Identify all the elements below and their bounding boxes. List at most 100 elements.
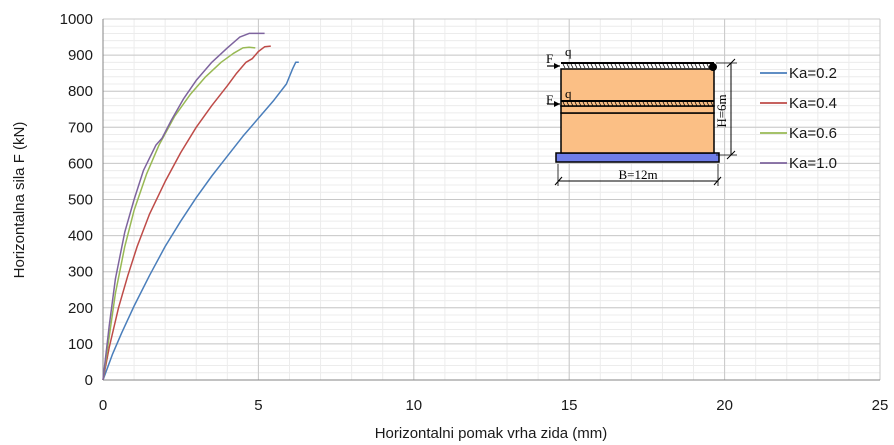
load-hatch-mark — [614, 101, 618, 107]
load-hatch-mark — [686, 101, 690, 107]
load-hatch-mark — [698, 101, 702, 107]
load-hatch-mark — [586, 101, 590, 107]
series-line-1 — [102, 61, 299, 381]
x-tick-label: 15 — [561, 397, 578, 414]
load-hatch-mark — [630, 101, 634, 107]
load-hatch-mark — [610, 101, 614, 107]
legend-label: Ka=1.0 — [789, 155, 837, 172]
width-label: B=12m — [618, 167, 657, 182]
load-hatch-mark — [666, 101, 670, 107]
load-hatch-mark — [662, 63, 666, 69]
plot-axes — [102, 19, 880, 381]
load-hatch-mark — [566, 63, 570, 69]
y-tick-label: 700 — [68, 119, 93, 136]
load-hatch-mark — [610, 63, 614, 69]
top-force-label: F — [546, 51, 553, 66]
load-hatch-mark — [658, 63, 662, 69]
mid-force-arrowhead — [554, 101, 560, 107]
load-hatch-mark — [582, 101, 586, 107]
load-hatch-mark — [602, 63, 606, 69]
load-hatch-mark — [574, 101, 578, 107]
load-hatch-mark — [570, 63, 574, 69]
y-tick-label: 200 — [68, 300, 93, 317]
height-label: H=6m — [714, 94, 729, 127]
x-axis-title: Horizontalni pomak vrha zida (mm) — [375, 425, 608, 442]
mid-load-label: q — [565, 86, 572, 101]
legend-label: Ka=0.4 — [789, 95, 837, 112]
load-hatch-mark — [694, 63, 698, 69]
load-hatch-mark — [678, 63, 682, 69]
y-axis-title: Horizontalna sila F (kN) — [11, 122, 28, 279]
legend-label: Ka=0.2 — [789, 65, 837, 82]
load-hatch-mark — [626, 63, 630, 69]
load-hatch-mark — [654, 63, 658, 69]
load-hatch-mark — [578, 63, 582, 69]
load-hatch-mark — [674, 63, 678, 69]
y-tick-label: 1000 — [60, 11, 93, 28]
load-hatch-mark — [606, 63, 610, 69]
load-hatch-mark — [702, 63, 706, 69]
load-hatch-mark — [654, 101, 658, 107]
load-hatch-mark — [634, 101, 638, 107]
x-tick-label: 20 — [716, 397, 733, 414]
load-hatch-mark — [690, 101, 694, 107]
load-hatch-mark — [638, 63, 642, 69]
load-hatch-mark — [626, 101, 630, 107]
top-load-label: q — [565, 44, 572, 59]
load-hatch-mark — [658, 101, 662, 107]
load-hatch-mark — [702, 101, 706, 107]
legend-label: Ka=0.6 — [789, 125, 837, 142]
series-line-3 — [102, 46, 256, 381]
load-hatch-mark — [630, 63, 634, 69]
load-hatch-mark — [566, 101, 570, 107]
x-tick-label: 0 — [99, 397, 107, 414]
load-hatch-mark — [562, 101, 566, 107]
load-hatch-mark — [646, 63, 650, 69]
load-hatch-mark — [682, 101, 686, 107]
top-force-arrowhead — [554, 63, 560, 69]
load-hatch-mark — [578, 101, 582, 107]
load-hatch-mark — [606, 101, 610, 107]
load-hatch-mark — [674, 101, 678, 107]
load-hatch-mark — [694, 101, 698, 107]
middle-slab — [560, 105, 715, 114]
load-hatch-mark — [618, 101, 622, 107]
load-hatch-mark — [590, 101, 594, 107]
y-tick-label: 400 — [68, 228, 93, 245]
y-tick-label: 500 — [68, 192, 93, 209]
load-hatch-mark — [678, 101, 682, 107]
series-line-2 — [102, 45, 271, 381]
middle-load-hatch — [562, 101, 714, 107]
load-hatch-mark — [614, 63, 618, 69]
y-tick-label: 800 — [68, 83, 93, 100]
y-tick-label: 100 — [68, 336, 93, 353]
x-tick-label: 5 — [254, 397, 262, 414]
load-hatch-mark — [570, 101, 574, 107]
y-tick-label: 0 — [85, 372, 93, 389]
load-hatch-mark — [594, 63, 598, 69]
load-hatch-mark — [574, 63, 578, 69]
load-hatch-mark — [706, 63, 710, 69]
width-dimension-right-tick — [713, 176, 722, 186]
y-tick-label: 900 — [68, 47, 93, 64]
load-hatch-mark — [622, 63, 626, 69]
load-hatch-mark — [590, 63, 594, 69]
load-hatch-mark — [622, 101, 626, 107]
top-node-marker — [709, 63, 717, 71]
series-line-4 — [102, 32, 265, 381]
load-hatch-mark — [646, 101, 650, 107]
width-dimension-left-tick — [554, 176, 563, 186]
load-hatch-mark — [650, 63, 654, 69]
x-tick-labels: 0 5 10 15 20 25 — [99, 397, 889, 414]
load-hatch-mark — [670, 101, 674, 107]
load-hatch-mark — [662, 101, 666, 107]
load-hatch-mark — [562, 63, 566, 69]
legend: Ka=0.2 Ka=0.4 Ka=0.6 Ka=1.0 — [760, 65, 837, 172]
load-hatch-mark — [598, 63, 602, 69]
load-hatch-mark — [618, 63, 622, 69]
load-hatch-mark — [650, 101, 654, 107]
load-hatch-mark — [642, 63, 646, 69]
load-hatch-mark — [642, 101, 646, 107]
load-hatch-mark — [638, 101, 642, 107]
